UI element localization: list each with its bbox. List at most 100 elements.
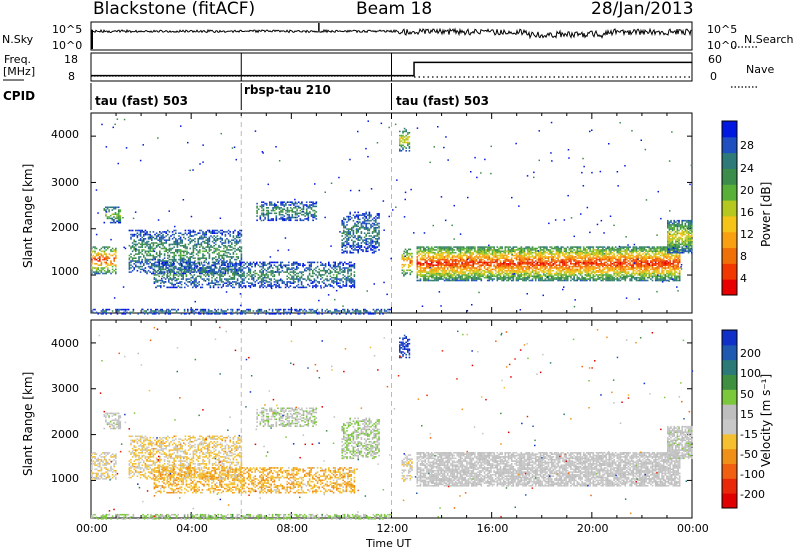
power-echo-pixel xyxy=(273,274,276,276)
velocity-echo-pixel xyxy=(141,474,143,476)
power-echo-pixel xyxy=(130,246,132,248)
power-echo-pixel xyxy=(221,232,223,234)
power-echo-pixel xyxy=(286,211,289,213)
power-echo-pixel xyxy=(149,247,151,250)
velocity-echo-pixel xyxy=(305,475,308,477)
velocity-echo-pixel xyxy=(99,469,101,472)
power-echo-pixel xyxy=(141,253,143,255)
power-echo-pixel xyxy=(227,283,229,286)
power-echo-pixel xyxy=(278,279,280,282)
power-echo-pixel xyxy=(195,281,197,283)
power-echo-pixel xyxy=(292,281,295,283)
velocity-echo-pixel xyxy=(289,487,292,490)
velocity-echo-pixel xyxy=(187,468,189,471)
velocity-echo-pixel xyxy=(180,471,183,473)
velocity-echo-pixel xyxy=(315,421,318,423)
power-echo-pixel xyxy=(318,268,320,271)
velocity-echo-pixel xyxy=(135,458,137,461)
velocity-echo-pixel xyxy=(267,419,270,422)
velocity-echo-pixel xyxy=(187,476,189,479)
cpid-segment-3: tau (fast) 503 xyxy=(396,94,489,108)
power-echo-pixel xyxy=(136,261,139,264)
velocity-echo-pixel xyxy=(160,487,162,490)
velocity-echo-pixel xyxy=(188,483,191,486)
power-echo-pixel xyxy=(285,212,287,215)
power-echo-pixel xyxy=(168,264,170,266)
power-echo-pixel xyxy=(131,250,134,253)
power-echo-pixel xyxy=(305,218,308,220)
velocity-echo-pixel xyxy=(208,445,211,447)
power-echo-pixel xyxy=(214,278,216,280)
power-echo-pixel xyxy=(280,286,282,289)
velocity-echo-pixel xyxy=(185,467,188,469)
velocity-echo-pixel xyxy=(111,419,114,422)
power-echo-pixel xyxy=(181,233,183,236)
velocity-echo-pixel xyxy=(296,490,298,493)
velocity-echo-pixel xyxy=(304,475,306,477)
velocity-echo-pixel xyxy=(178,443,180,446)
velocity-echo-pixel xyxy=(212,480,215,483)
velocity-echo-pixel xyxy=(139,471,142,473)
power-echo-pixel xyxy=(238,269,240,272)
velocity-echo-pixel xyxy=(281,417,284,419)
power-echo-pixel xyxy=(187,236,190,239)
velocity-echo-pixel xyxy=(91,475,93,477)
velocity-echo-pixel xyxy=(107,463,109,465)
velocity-echo-pixel xyxy=(168,453,171,455)
velocity-cbar-tick-m200: -200 xyxy=(740,488,765,501)
velocity-echo-pixel xyxy=(193,467,196,469)
velocity-echo-pixel xyxy=(234,453,236,455)
power-echo-pixel xyxy=(182,268,184,271)
velocity-echo-pixel xyxy=(94,452,96,454)
power-echo-pixel xyxy=(278,207,281,209)
velocity-echo-pixel xyxy=(91,465,93,468)
power-echo-pixel xyxy=(91,272,93,275)
velocity-echo-pixel xyxy=(235,468,237,471)
power-echo-pixel xyxy=(205,250,207,253)
velocity-echo-pixel xyxy=(130,476,132,479)
power-echo-pixel xyxy=(174,286,176,289)
velocity-echo-pixel xyxy=(102,456,104,458)
velocity-echo-pixel xyxy=(106,422,109,424)
velocity-echo-pixel xyxy=(270,490,272,493)
power-echo-pixel xyxy=(211,272,213,275)
velocity-echo-pixel xyxy=(192,454,195,457)
velocity-echo-pixel xyxy=(147,456,150,458)
power-echo-pixel xyxy=(114,221,117,224)
power-echo-pixel xyxy=(170,258,172,261)
power-echo-pixel xyxy=(192,249,195,251)
power-echo-pixel xyxy=(190,279,192,282)
velocity-echo-pixel xyxy=(159,446,161,449)
velocity-echo-pixel xyxy=(105,468,107,471)
power-echo-pixel xyxy=(207,272,209,275)
velocity-echo-pixel xyxy=(220,491,223,494)
power-echo-pixel xyxy=(174,267,176,269)
velocity-echo-pixel xyxy=(163,458,166,461)
power-echo-pixel xyxy=(205,239,207,241)
velocity-echo-pixel xyxy=(176,479,178,482)
power-echo-pixel xyxy=(157,244,159,247)
velocity-echo-pixel xyxy=(267,489,269,491)
power-echo-pixel xyxy=(252,271,255,273)
power-echo-pixel xyxy=(310,213,313,216)
velocity-echo-pixel xyxy=(227,472,229,475)
power-echo-pixel xyxy=(229,260,231,262)
velocity-echo-pixel xyxy=(187,474,190,476)
power-echo-pixel xyxy=(105,254,107,257)
velocity-echo-pixel xyxy=(299,491,301,494)
velocity-echo-pixel xyxy=(182,482,184,484)
power-echo-pixel xyxy=(239,229,241,232)
velocity-echo-pixel xyxy=(180,483,183,486)
power-echo-pixel xyxy=(267,209,270,212)
velocity-echo-pixel xyxy=(113,463,115,465)
velocity-echo-pixel xyxy=(131,447,134,450)
velocity-echo-pixel xyxy=(219,460,222,462)
velocity-echo-pixel xyxy=(170,454,172,457)
power-echo-pixel xyxy=(224,269,227,272)
power-echo-pixel xyxy=(270,204,273,206)
velocity-echo-pixel xyxy=(161,476,164,479)
power-echo-pixel xyxy=(154,256,156,258)
power-echo-pixel xyxy=(219,246,222,248)
velocity-echo-pixel xyxy=(312,407,314,410)
velocity-echo-pixel xyxy=(214,485,216,487)
